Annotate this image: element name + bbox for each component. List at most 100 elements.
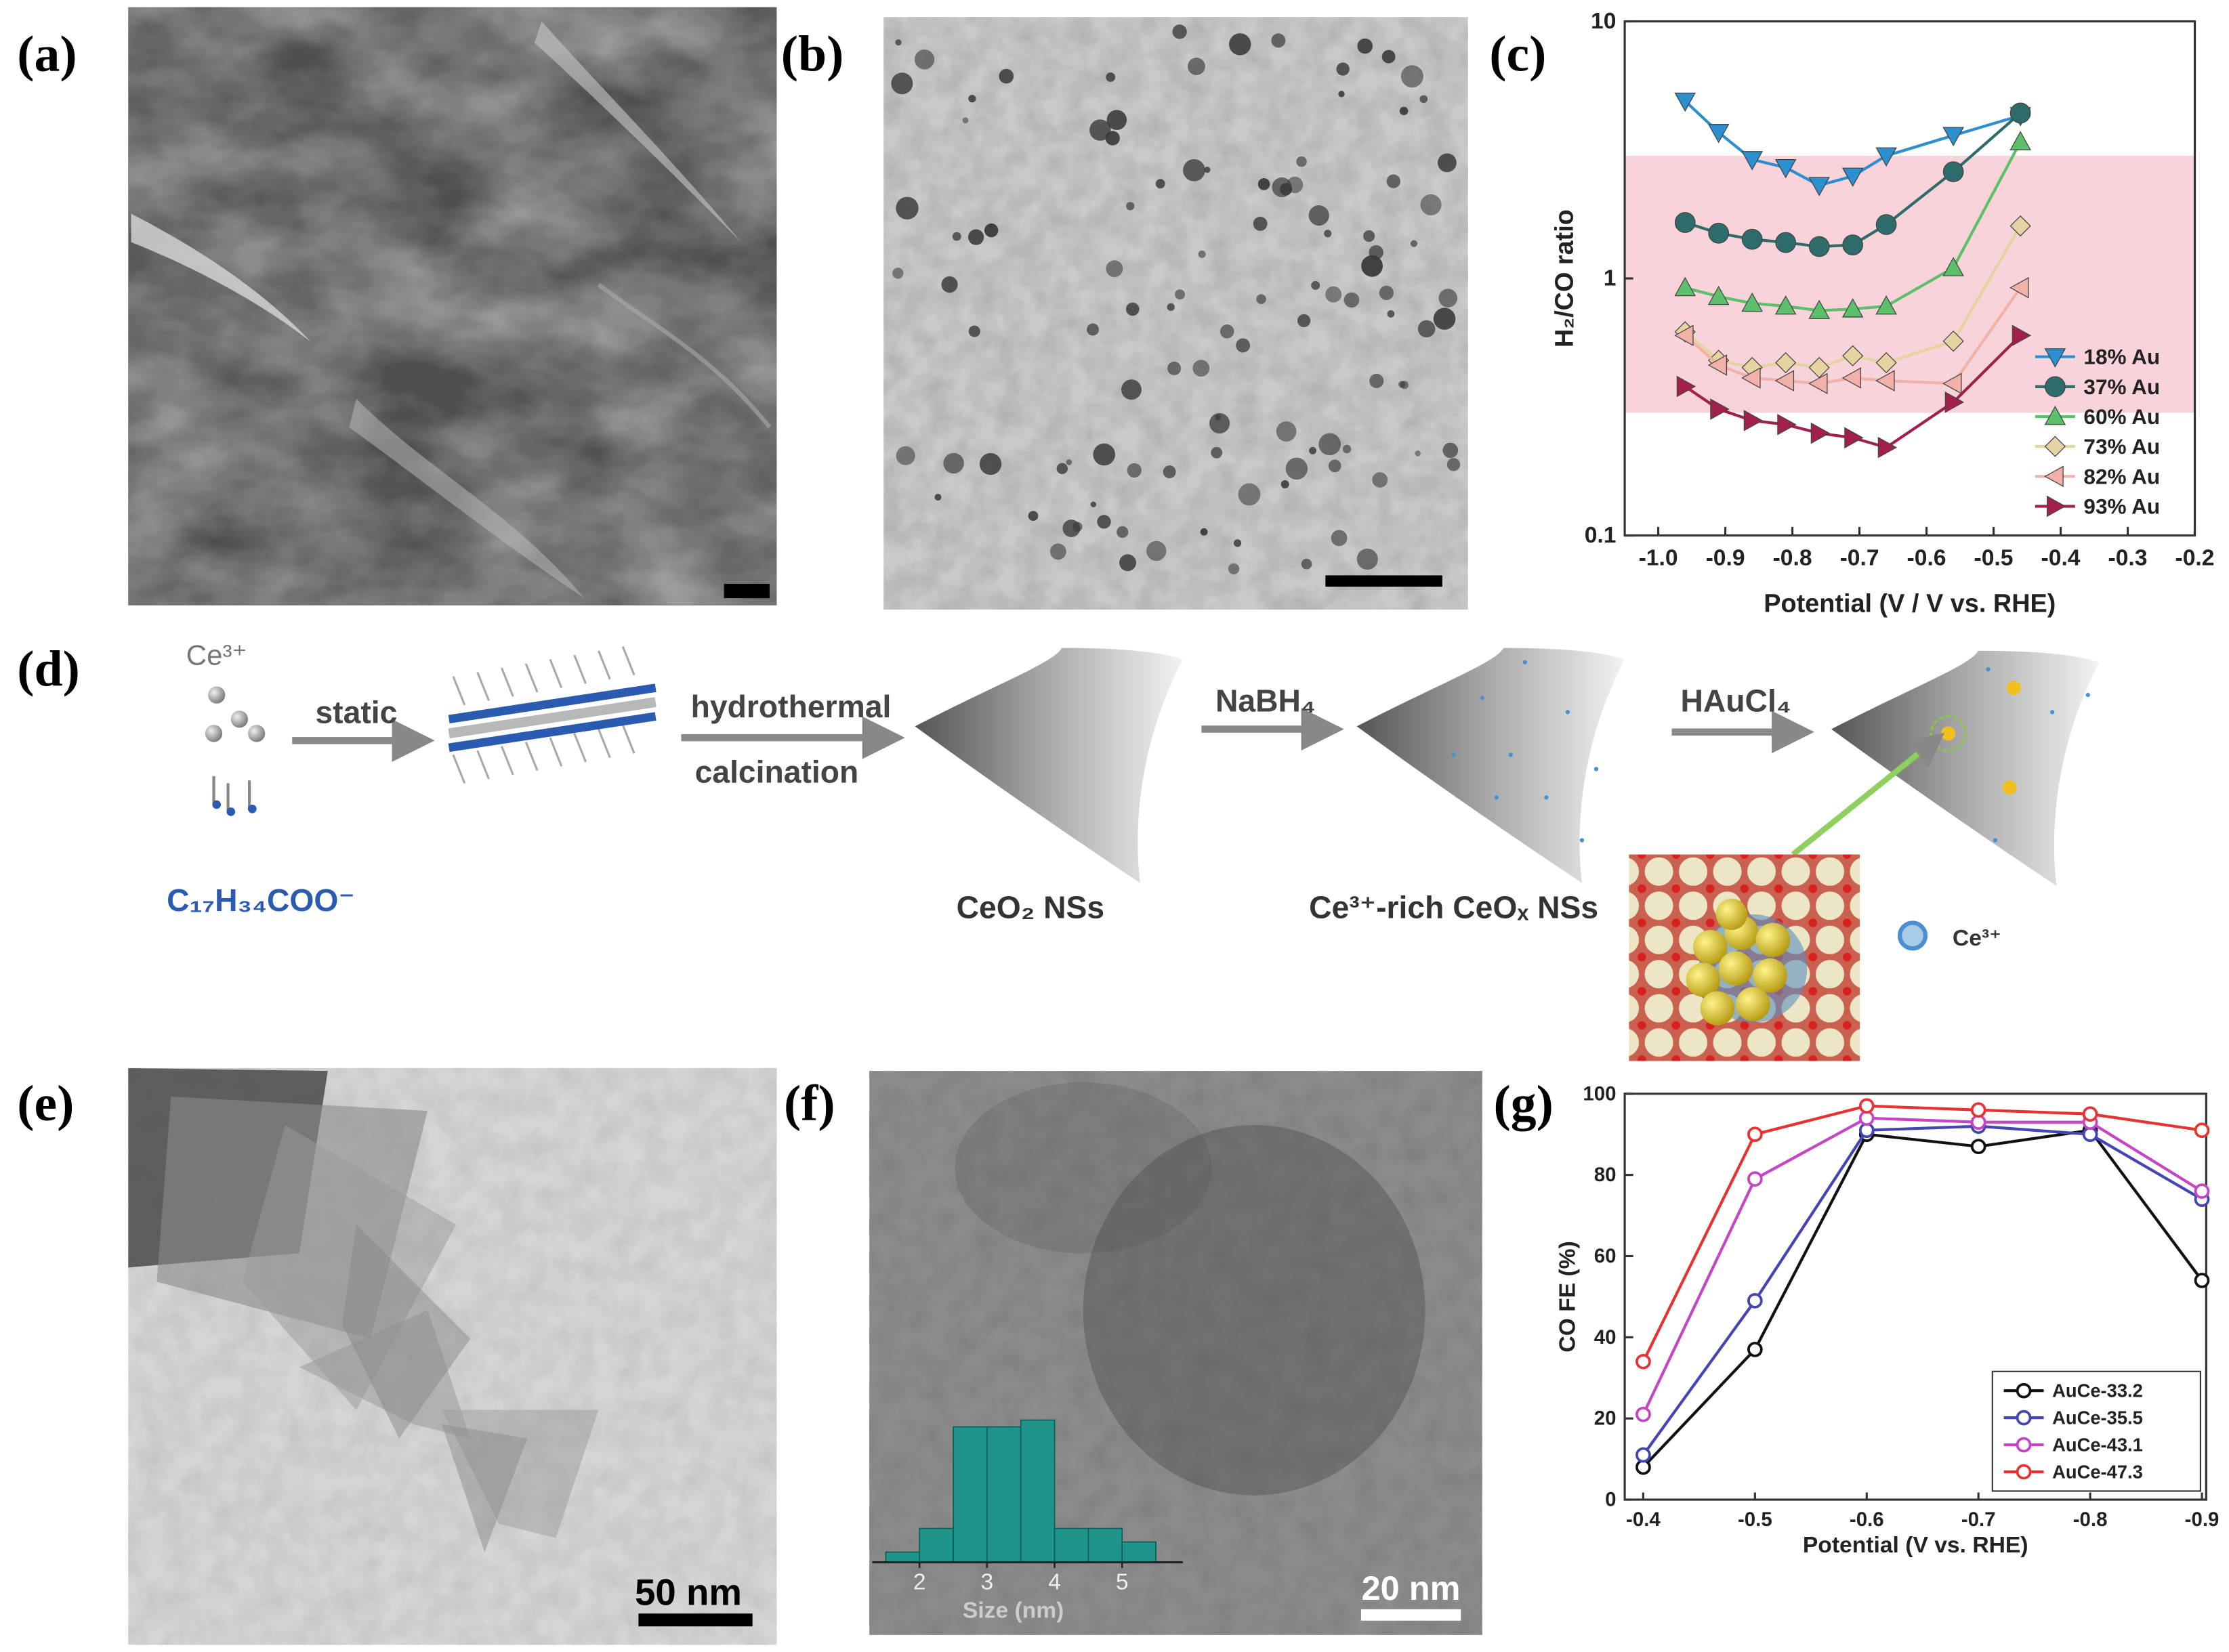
particle <box>1338 91 1345 98</box>
marker <box>1636 1406 1651 1422</box>
scale-bar-label: 20 nm <box>1362 1569 1461 1607</box>
particle <box>1417 320 1436 338</box>
particle <box>1066 459 1072 465</box>
particle <box>1369 373 1384 388</box>
particle <box>1049 543 1066 560</box>
particle <box>941 276 958 293</box>
marker <box>1741 367 1761 389</box>
marker <box>1674 324 1694 347</box>
marker <box>1875 295 1897 315</box>
particle <box>1056 463 1068 475</box>
particle <box>1256 294 1266 304</box>
particle <box>1089 119 1111 141</box>
marker <box>2009 215 2031 237</box>
particle <box>1301 558 1312 570</box>
bar <box>1054 1527 1089 1563</box>
series-line <box>1642 1104 2203 1363</box>
marker <box>1676 375 1696 398</box>
particle <box>999 68 1014 84</box>
marker <box>1707 285 1730 305</box>
bar <box>919 1527 954 1563</box>
particle <box>1328 459 1341 473</box>
particle <box>1286 176 1304 194</box>
marker <box>1970 1139 1986 1155</box>
particle <box>1325 286 1342 303</box>
marker <box>1970 1114 1986 1130</box>
marker <box>1636 1447 1651 1463</box>
marker <box>1708 222 1730 244</box>
legend-marker <box>2016 1464 2032 1480</box>
panel-label: (f) <box>784 1076 835 1132</box>
particle <box>934 494 942 501</box>
marker <box>1747 1293 1763 1309</box>
marker <box>1707 354 1728 376</box>
y-tick-label: 100 <box>1583 1082 1616 1105</box>
legend-marker <box>2044 465 2064 488</box>
marker <box>1875 352 1897 374</box>
particle <box>1125 302 1140 316</box>
particle <box>896 446 915 465</box>
y-tick-label: 20 <box>1594 1407 1617 1430</box>
legend-label: 37% Au <box>2083 375 2160 399</box>
particle <box>896 196 919 219</box>
particle <box>1387 310 1395 318</box>
marker <box>1810 422 1831 444</box>
scheme <box>205 645 2100 1061</box>
legend-marker <box>2045 376 2066 398</box>
marker <box>1875 214 1897 235</box>
panel-label: (c) <box>1489 26 1546 82</box>
marker <box>1858 1110 1875 1126</box>
marker <box>1774 370 1795 391</box>
x-tick-label: -0.5 <box>1738 1508 1772 1531</box>
series-line <box>1642 1116 2203 1416</box>
y-tick-label: 40 <box>1594 1326 1617 1349</box>
particle <box>1106 260 1123 278</box>
particle <box>1204 167 1211 173</box>
marker <box>1674 212 1696 233</box>
x-tick-label: 4 <box>1048 1569 1061 1594</box>
particle <box>1183 158 1205 182</box>
legend-marker <box>2044 348 2066 368</box>
marker <box>1743 410 1764 431</box>
marker <box>1808 373 1828 395</box>
scheme-label: Ce³⁺-rich CeOₓ NSs <box>1309 889 1598 925</box>
marker <box>1808 299 1830 319</box>
particle <box>914 49 935 70</box>
marker <box>2012 324 2032 347</box>
legend-label: 73% Au <box>2083 434 2160 459</box>
particle <box>1271 33 1286 48</box>
legend-label: AuCe-47.3 <box>2052 1462 2143 1483</box>
x-tick-label: 3 <box>981 1569 994 1594</box>
panel-label: (g) <box>1494 1076 1554 1132</box>
sem-image <box>128 7 777 606</box>
marker <box>2082 1126 2098 1143</box>
particle <box>1121 379 1142 400</box>
particle <box>968 95 976 103</box>
particle <box>1211 446 1223 459</box>
particle <box>1188 58 1205 75</box>
particle <box>1437 153 1457 173</box>
particle <box>1285 457 1308 480</box>
particle <box>1419 95 1428 104</box>
particle <box>1167 361 1182 375</box>
particle <box>1297 314 1311 328</box>
particle <box>1336 62 1350 76</box>
particle <box>1093 443 1115 466</box>
legend-label: AuCe-35.5 <box>2052 1407 2143 1428</box>
particle <box>1117 526 1129 538</box>
particle <box>1119 554 1136 572</box>
x-tick-label: -0.5 <box>1974 546 2014 571</box>
scheme-label: C₁₇H₃₄COO⁻ <box>167 883 355 918</box>
particle <box>1331 530 1348 547</box>
bar <box>1121 1541 1157 1563</box>
series-line <box>1642 1124 2203 1456</box>
particle <box>1381 49 1396 64</box>
marker <box>2194 1273 2210 1288</box>
marker <box>1970 1102 1986 1118</box>
particle <box>1072 522 1083 532</box>
marker <box>1875 370 1895 391</box>
x-tick-label: 5 <box>1116 1569 1129 1594</box>
particle <box>1324 230 1332 238</box>
legend-marker <box>2046 495 2066 517</box>
